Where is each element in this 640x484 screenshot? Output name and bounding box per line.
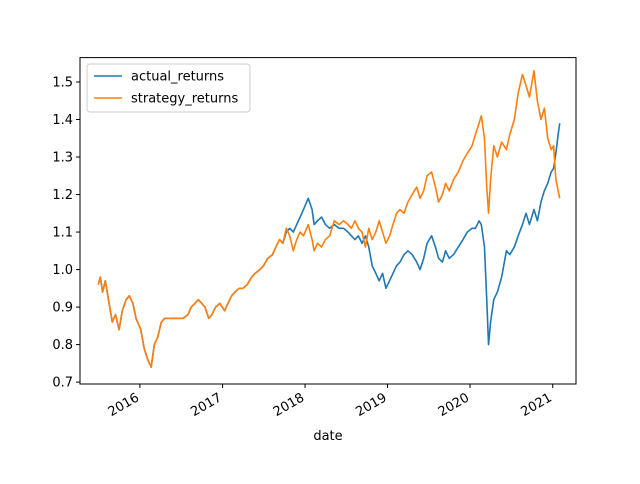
y-tick-label: 1.1 (52, 226, 73, 241)
y-tick-label: 1.2 (52, 188, 73, 203)
series-line-strategy-returns (97, 69, 561, 368)
y-tick-label: 1.0 (52, 263, 73, 278)
y-tick-label: 1.3 (52, 151, 73, 166)
plot-frame (79, 57, 577, 385)
y-tick-label: 1.5 (52, 75, 73, 90)
x-axis-label: date (313, 429, 342, 444)
legend-label-actual-returns: actual_returns (131, 70, 224, 85)
legend-label-strategy-returns: strategy_returns (131, 92, 238, 107)
series-layer (97, 69, 561, 368)
y-axis: 0.7 0.8 0.9 1.0 1.1 1.2 1.3 1.4 1.5 (52, 75, 80, 391)
y-tick-label: 0.7 (52, 376, 73, 391)
y-tick-label: 0.8 (52, 338, 73, 353)
legend-frame (86, 63, 251, 113)
legend: actual_returns strategy_returns (86, 63, 251, 113)
y-tick-label: 0.9 (52, 301, 73, 316)
y-tick-label: 1.4 (52, 113, 73, 128)
